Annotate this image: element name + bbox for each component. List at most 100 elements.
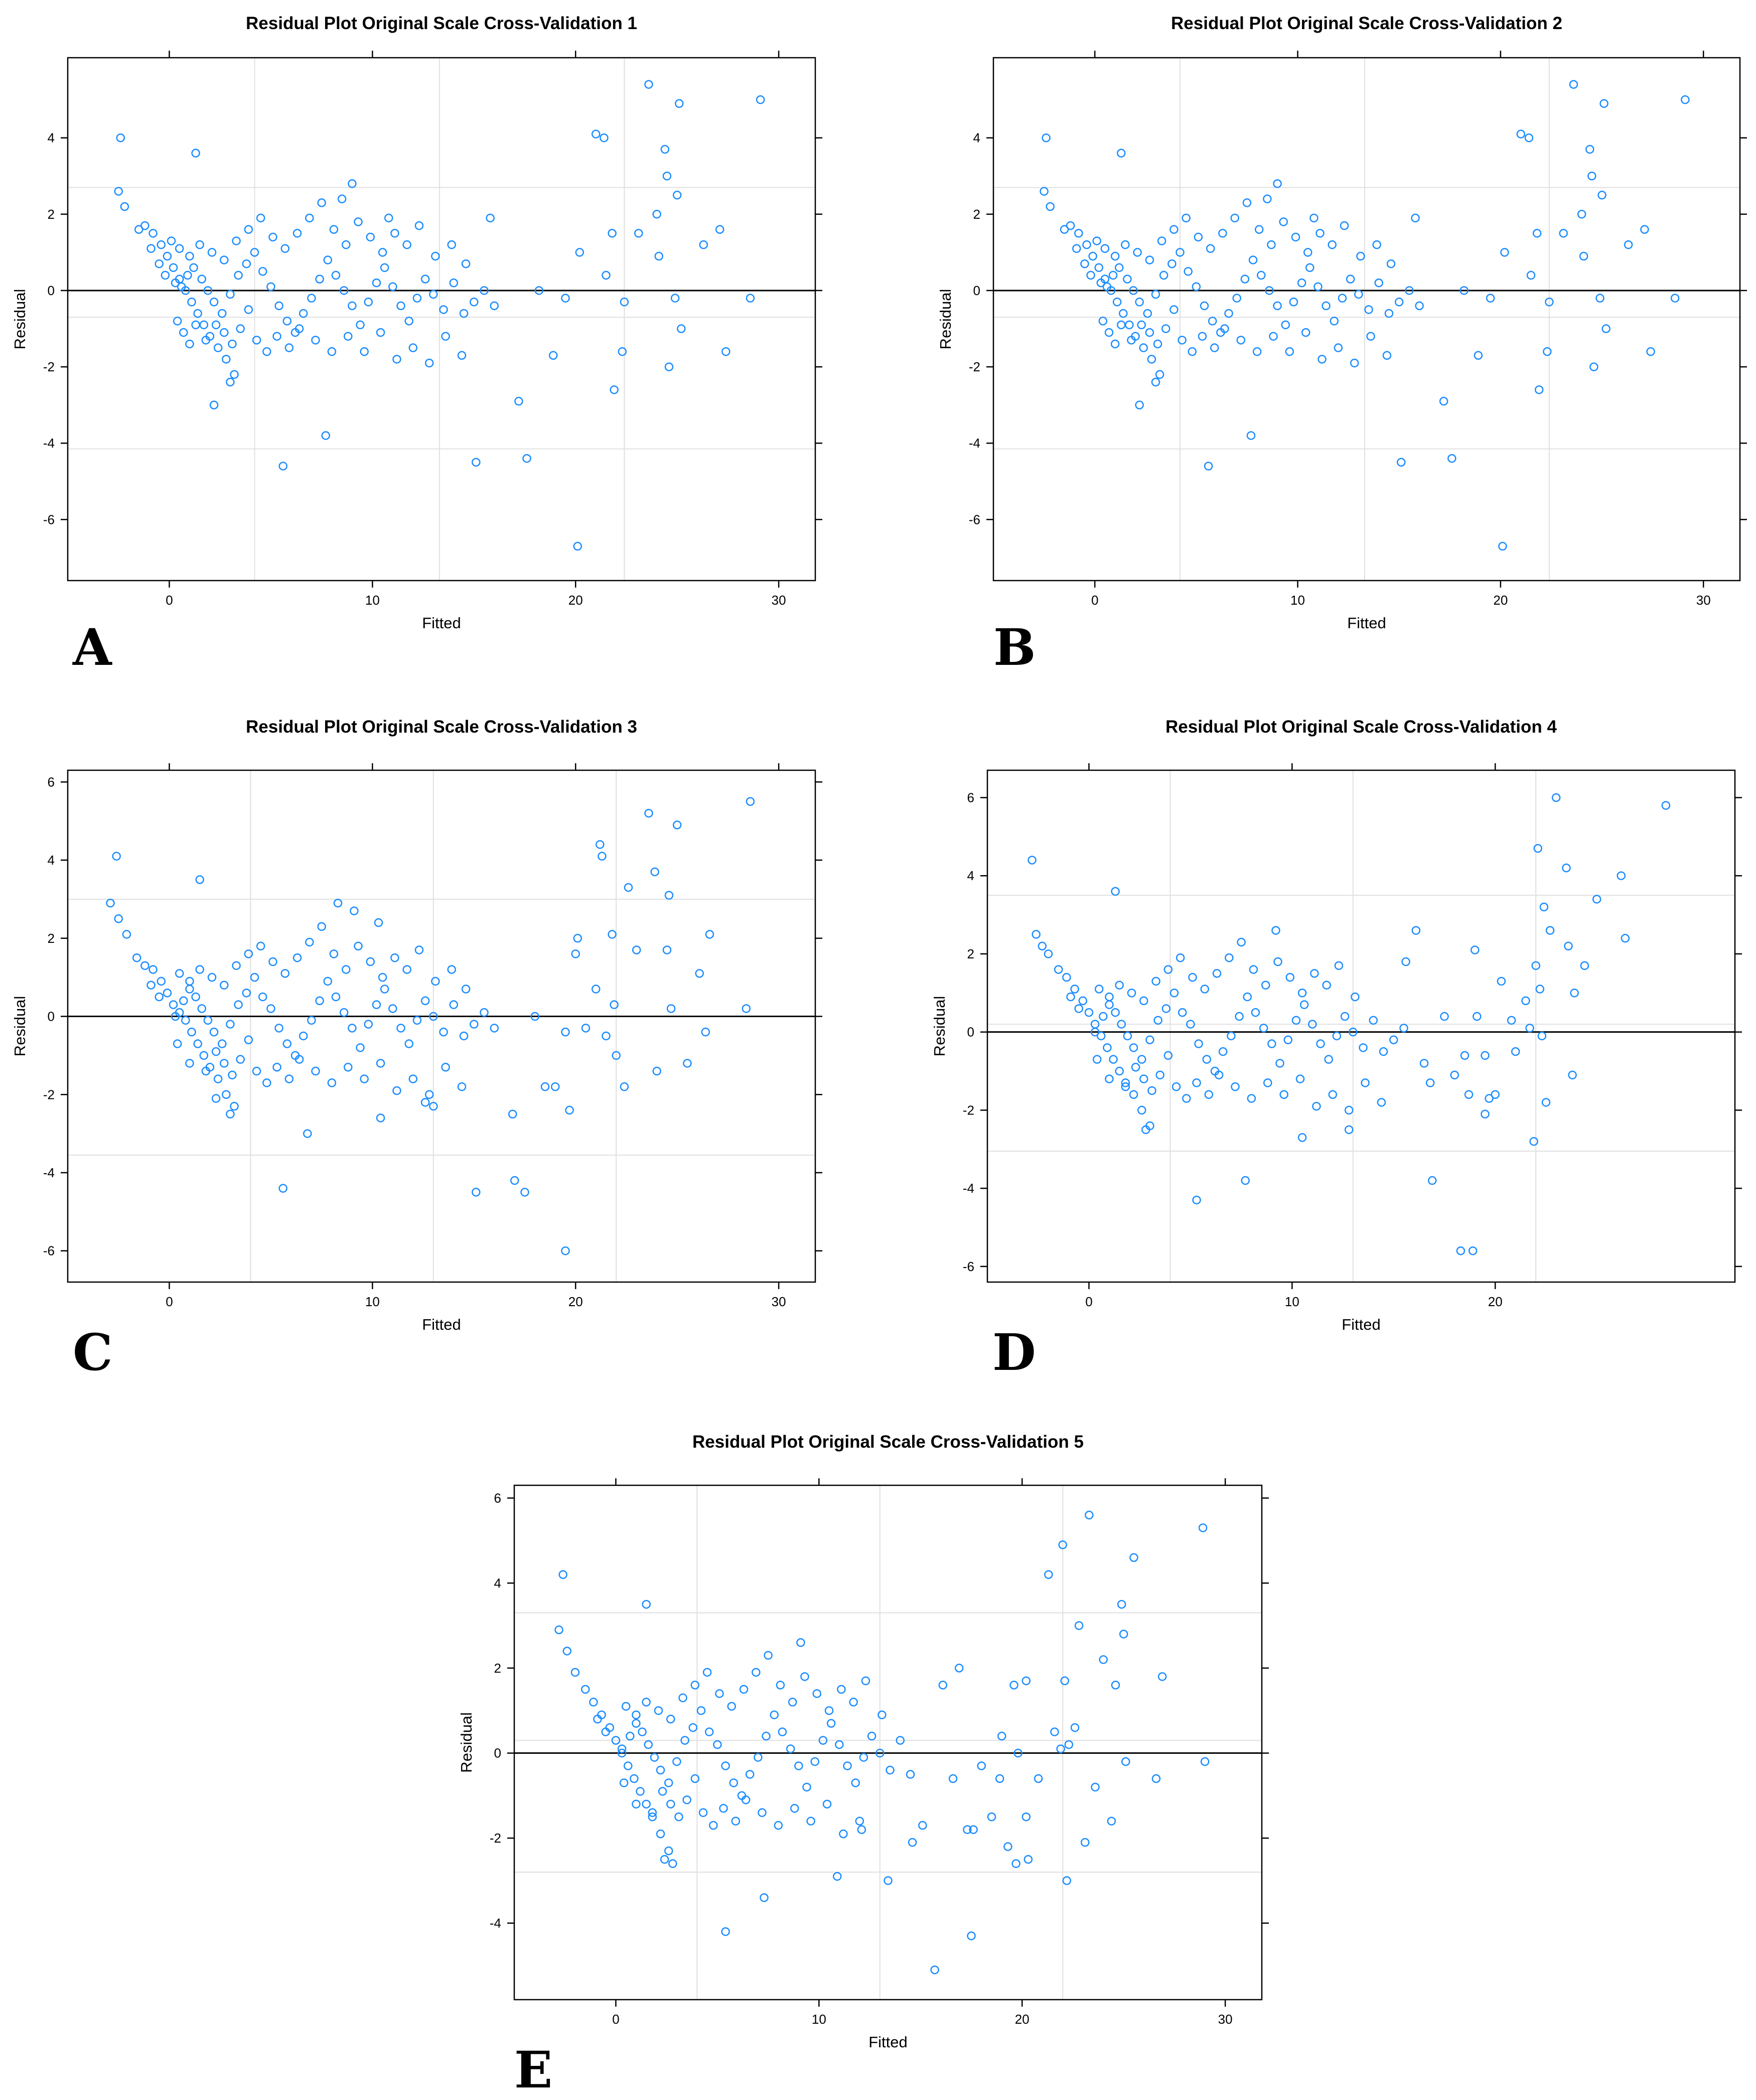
- scatter-point: [292, 953, 302, 962]
- scatter-point: [1021, 1812, 1031, 1822]
- scatter-point: [1580, 961, 1589, 970]
- scatter-point: [1167, 259, 1177, 268]
- scatter-point: [1046, 202, 1055, 211]
- scatter-point: [414, 221, 424, 230]
- scatter-point: [272, 332, 281, 341]
- scatter-point: [292, 229, 302, 238]
- scatter-point: [1338, 294, 1347, 303]
- scatter-point: [185, 1059, 194, 1068]
- x-axis-label: Fitted: [422, 614, 461, 632]
- scatter-point: [600, 133, 609, 143]
- scatter-point: [1285, 347, 1294, 356]
- scatter-point: [1374, 278, 1384, 288]
- scatter-point: [715, 225, 724, 234]
- scatter-point: [596, 840, 605, 849]
- scatter-point: [1624, 240, 1633, 249]
- scatter-point: [1153, 1016, 1162, 1025]
- chart-title: Residual Plot Original Scale Cross-Valid…: [246, 14, 637, 33]
- scatter-point: [220, 255, 229, 264]
- scatter-point: [1252, 347, 1262, 356]
- scatter-point: [449, 278, 459, 288]
- scatter-point: [173, 1039, 182, 1048]
- scatter-point: [1110, 339, 1120, 349]
- scatter-point: [1139, 996, 1148, 1006]
- scatter-point: [1297, 1133, 1307, 1142]
- scatter-point: [1507, 1016, 1516, 1025]
- scatter-point: [644, 808, 653, 818]
- scatter-point: [250, 972, 259, 982]
- scatter-point: [380, 263, 389, 272]
- scatter-point: [167, 236, 176, 245]
- x-tick-label: 10: [1290, 593, 1305, 608]
- y-tick-label: -4: [963, 1181, 974, 1196]
- scatter-point: [1310, 969, 1319, 978]
- scatter-point: [1322, 301, 1331, 311]
- scatter-point: [1137, 320, 1146, 330]
- scatter-point: [1570, 989, 1579, 998]
- scatter-point: [163, 989, 172, 998]
- scatter-point: [226, 1109, 235, 1118]
- scatter-point: [1139, 1074, 1148, 1083]
- scatter-point: [632, 1710, 641, 1720]
- scatter-point: [1080, 1838, 1090, 1847]
- scatter-point: [217, 1039, 227, 1048]
- scatter-point: [337, 194, 347, 204]
- scatter-point: [1267, 1039, 1276, 1048]
- scatter-point: [1511, 1047, 1520, 1056]
- scatter-point: [408, 1074, 418, 1083]
- scatter-point: [520, 1188, 529, 1197]
- scatter-point: [1143, 309, 1152, 318]
- scatter-point: [1184, 267, 1193, 276]
- scatter-point: [132, 953, 141, 962]
- scatter-point: [193, 1039, 202, 1048]
- scatter-point: [307, 1016, 316, 1025]
- scatter-point: [818, 1736, 828, 1745]
- scatter-point: [199, 1051, 209, 1060]
- scatter-point: [660, 1855, 669, 1864]
- scatter-point: [1013, 1748, 1022, 1758]
- scatter-point: [1225, 953, 1234, 962]
- scatter-point: [364, 298, 373, 307]
- scatter-point: [228, 339, 237, 349]
- scatter-point: [739, 1685, 749, 1694]
- scatter-point: [1411, 213, 1420, 223]
- scatter-point: [833, 1872, 842, 1881]
- scatter-point: [1291, 232, 1300, 242]
- scatter-point: [374, 918, 383, 927]
- y-axis-label: Residual: [937, 289, 954, 350]
- scatter-point: [1271, 926, 1280, 935]
- scatter-point: [826, 1719, 836, 1728]
- scatter-point: [1473, 1012, 1482, 1021]
- y-tick-label: 4: [967, 868, 974, 883]
- scatter-point: [727, 1702, 736, 1711]
- y-tick-label: 0: [48, 283, 55, 298]
- scatter-point: [424, 358, 434, 368]
- scatter-point: [1044, 1570, 1053, 1579]
- scatter-point: [392, 355, 401, 364]
- scatter-point: [1599, 99, 1608, 108]
- scatter-point: [849, 1698, 858, 1707]
- scatter-point: [835, 1740, 844, 1749]
- scatter-point: [760, 1893, 769, 1902]
- scatter-point: [274, 301, 283, 311]
- scatter-point: [1137, 1055, 1146, 1064]
- scatter-point: [1545, 298, 1554, 307]
- scatter-point: [1082, 240, 1091, 249]
- y-tick-label: -6: [963, 1259, 974, 1274]
- scatter-point: [317, 922, 326, 931]
- scatter-point: [1240, 274, 1250, 284]
- scatter-point: [1534, 385, 1544, 394]
- scatter-point: [1188, 972, 1197, 982]
- scatter-point: [236, 324, 245, 333]
- scatter-point: [1356, 251, 1365, 261]
- y-tick-label: 4: [494, 1576, 501, 1591]
- scatter-point: [977, 1761, 986, 1770]
- scatter-point: [213, 1074, 223, 1083]
- scatter-point: [149, 229, 158, 238]
- scatter-point: [461, 985, 471, 994]
- scatter-point: [1481, 1051, 1490, 1060]
- plot-frame: [986, 769, 1736, 1283]
- scatter-point: [447, 965, 456, 974]
- scatter-point: [280, 244, 289, 253]
- scatter-point: [701, 1027, 710, 1037]
